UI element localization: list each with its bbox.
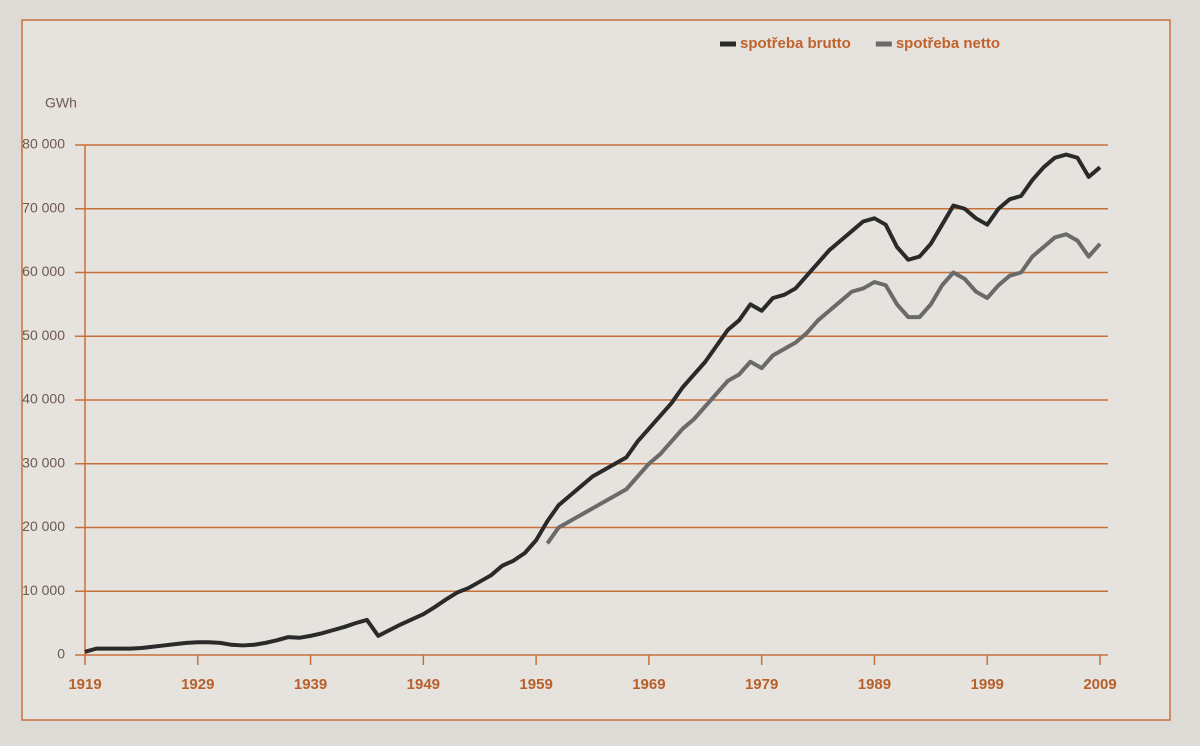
- x-tick-label: 2009: [1083, 676, 1116, 693]
- x-tick-label: 1949: [407, 676, 440, 693]
- series-line: [545, 232, 1102, 545]
- y-tick-label: 20 000: [22, 518, 65, 534]
- y-tick-label: 70 000: [22, 199, 65, 215]
- y-tick-label: 60 000: [22, 263, 65, 279]
- x-tick-label: 1979: [745, 676, 778, 693]
- x-tick-label: 1999: [971, 676, 1004, 693]
- series-line: [84, 152, 1102, 654]
- x-tick-label: 1959: [519, 676, 552, 693]
- x-tick-label: 1919: [68, 676, 101, 693]
- x-tick-label: 1929: [181, 676, 214, 693]
- y-axis-label: GWh: [45, 95, 77, 111]
- x-tick-label: 1969: [632, 676, 665, 693]
- y-tick-label: 80 000: [22, 136, 65, 152]
- x-tick-label: 1939: [294, 676, 327, 693]
- chart-frame: [21, 19, 1171, 721]
- y-tick-label: 0: [57, 646, 65, 662]
- y-tick-label: 50 000: [22, 327, 65, 343]
- legend-label: spotřeba netto: [896, 35, 1000, 52]
- legend-label: spotřeba brutto: [740, 35, 851, 52]
- y-tick-label: 10 000: [22, 582, 65, 598]
- y-tick-label: 30 000: [22, 454, 65, 470]
- x-tick-label: 1989: [858, 676, 891, 693]
- y-tick-label: 40 000: [22, 391, 65, 407]
